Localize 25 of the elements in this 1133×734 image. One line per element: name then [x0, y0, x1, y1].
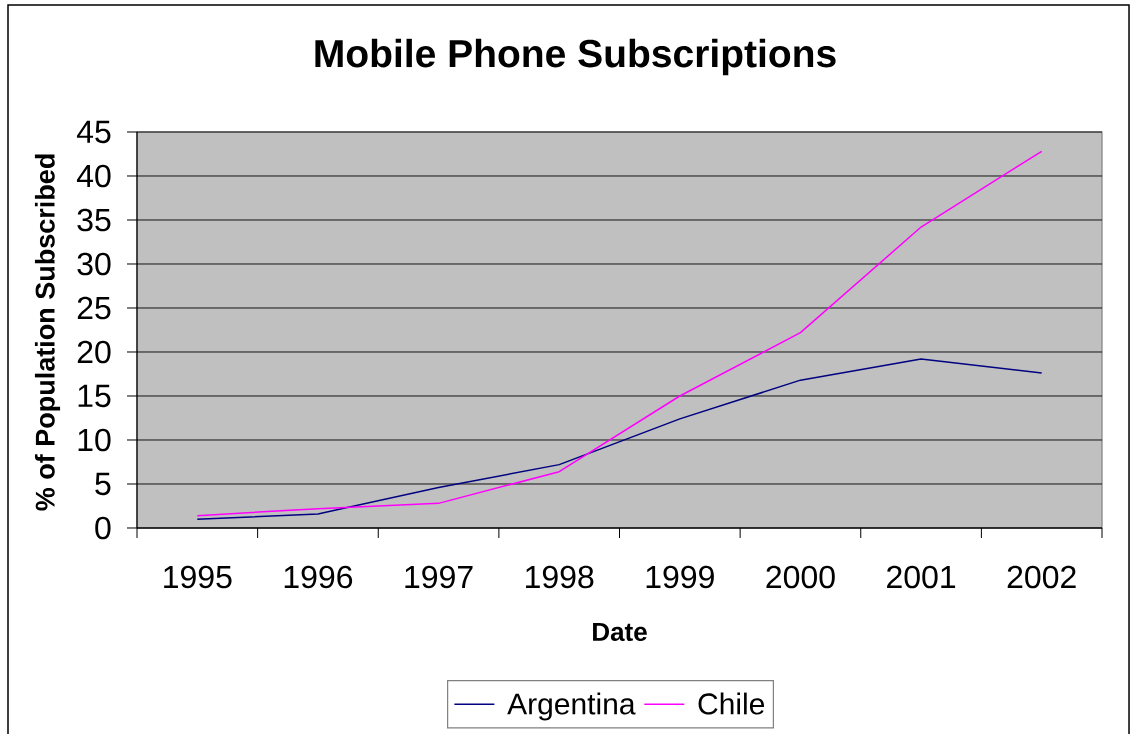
x-tick-label: 1995 [164, 565, 232, 589]
line-series [196, 358, 1043, 520]
legend-label: Chile [698, 692, 765, 715]
x-tick-label: 2002 [1007, 565, 1076, 589]
x-tick-label: 1998 [526, 565, 594, 589]
y-tick-label: 30 [77, 252, 111, 276]
legend-label: Argentina [507, 692, 636, 721]
x-tick-label: 1996 [284, 565, 353, 589]
x-axis-title: Date [593, 622, 647, 642]
y-tick-label: 15 [78, 384, 111, 408]
y-tick-label: 0 [95, 516, 111, 540]
line-series [196, 150, 1043, 517]
y-tick-label: 25 [77, 296, 111, 320]
y-tick-label: 10 [78, 428, 111, 452]
x-tick-label: 2001 [887, 565, 956, 589]
chart-title: Mobile Phone Subscriptions [315, 38, 836, 76]
x-tick-label: 1997 [405, 565, 473, 589]
x-tick-label: 1999 [646, 565, 714, 589]
y-tick-label: 20 [77, 340, 111, 364]
y-tick-label: 5 [95, 472, 111, 496]
y-tick-label: 45 [76, 120, 111, 144]
y-axis-title: % of Population Subscribed [34, 154, 61, 511]
y-tick-label: 40 [76, 164, 111, 188]
y-tick-label: 35 [77, 208, 111, 232]
x-tick-label: 2000 [766, 565, 835, 589]
